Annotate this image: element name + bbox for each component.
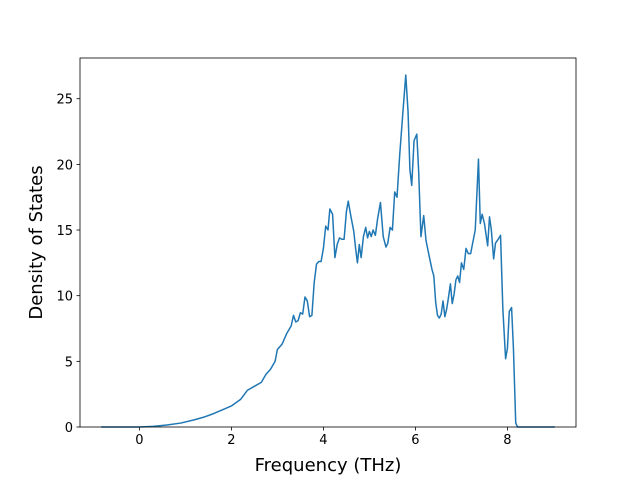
line xyxy=(101,74,555,428)
x-tick-label: 8 xyxy=(503,433,511,448)
y-tick-label: 0 xyxy=(65,421,73,436)
y-axis-label: Density of States xyxy=(26,165,47,319)
y-tick-label: 25 xyxy=(56,93,73,108)
plot-frame xyxy=(79,57,577,428)
y-tick-label: 20 xyxy=(56,158,73,173)
y-tick-label: 5 xyxy=(65,355,73,370)
x-tick-label: 4 xyxy=(319,433,327,448)
x-tick-label: 0 xyxy=(135,433,143,448)
y-tick-label: 10 xyxy=(56,290,73,305)
x-tick-label: 6 xyxy=(411,433,419,448)
x-tick-label: 2 xyxy=(227,433,235,448)
y-tick-label: 15 xyxy=(56,224,73,239)
x-axis-label: Frequency (THz) xyxy=(255,455,402,476)
